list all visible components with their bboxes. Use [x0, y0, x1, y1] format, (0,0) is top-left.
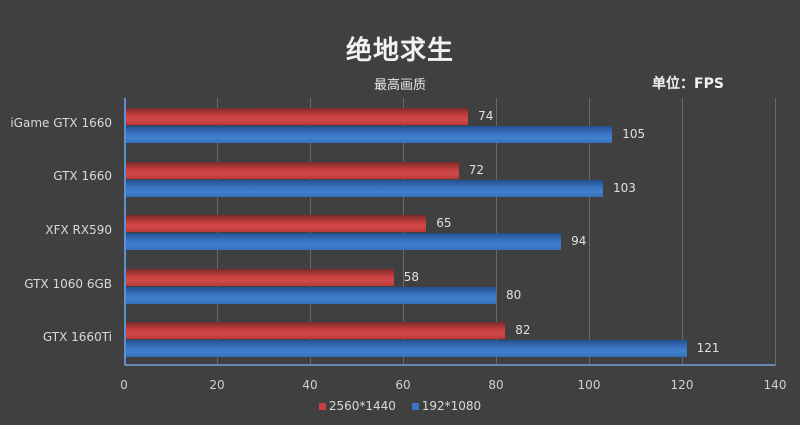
bar-2560: [126, 161, 459, 179]
category-label: XFX RX590: [45, 223, 112, 237]
value-label: 121: [696, 341, 720, 356]
category-label: iGame GTX 1660: [10, 115, 112, 130]
category-label: GTX 1060 6GB: [24, 276, 112, 291]
value-label: 74: [478, 109, 494, 123]
value-label: 103: [612, 180, 636, 195]
x-axis-line: [124, 364, 775, 366]
value-label: 58: [403, 269, 419, 284]
x-tick-label: 20: [209, 378, 225, 392]
chart-subtitle: 最高画质: [373, 78, 426, 93]
x-tick-label: 80: [488, 378, 504, 392]
gridline: [589, 98, 590, 366]
bar-1080: [126, 233, 562, 251]
bar-2560: [126, 268, 394, 286]
x-tick-label: 140: [763, 378, 787, 392]
bar-1080: [126, 340, 687, 358]
y-axis-line: [124, 98, 126, 366]
bar-2560: [126, 322, 506, 340]
value-label: 94: [571, 234, 587, 249]
x-tick-label: 120: [670, 378, 694, 392]
gridline: [775, 98, 776, 366]
gridline: [682, 98, 683, 366]
unit-label: 单位：FPS: [652, 76, 724, 92]
x-tick-label: 100: [577, 378, 601, 392]
legend-label: 2560*1440: [328, 399, 396, 413]
x-tick-label: 0: [120, 378, 128, 392]
value-label: 72: [468, 162, 485, 177]
category-label: GTX 1660: [53, 169, 112, 184]
value-label: 80: [506, 287, 522, 302]
legend-item-1080[interactable]: 192*1080: [411, 399, 482, 413]
bar-1080: [126, 126, 613, 143]
legend-item-2560[interactable]: 2560*1440: [318, 399, 396, 413]
bar-2560: [126, 108, 469, 125]
category-label: GTX 1660Ti: [42, 330, 112, 345]
bar-1080: [126, 286, 496, 304]
chart-title: 绝地求生: [345, 36, 454, 66]
plot-area: 74 105 72 103 65 94 58 80 82 121: [124, 98, 776, 366]
legend-label: 192*1080: [421, 399, 482, 413]
legend-swatch-red: [318, 403, 326, 410]
value-label: 65: [436, 216, 452, 231]
x-tick-label: 40: [302, 378, 318, 392]
value-label: 105: [622, 127, 646, 141]
value-label: 82: [515, 323, 531, 338]
legend: 2560*1440 192*1080: [0, 399, 800, 413]
legend-swatch-blue: [411, 403, 419, 410]
bar-1080: [126, 179, 603, 197]
bar-2560: [126, 215, 427, 233]
gridline: [496, 98, 497, 366]
x-tick-label: 60: [395, 378, 411, 392]
